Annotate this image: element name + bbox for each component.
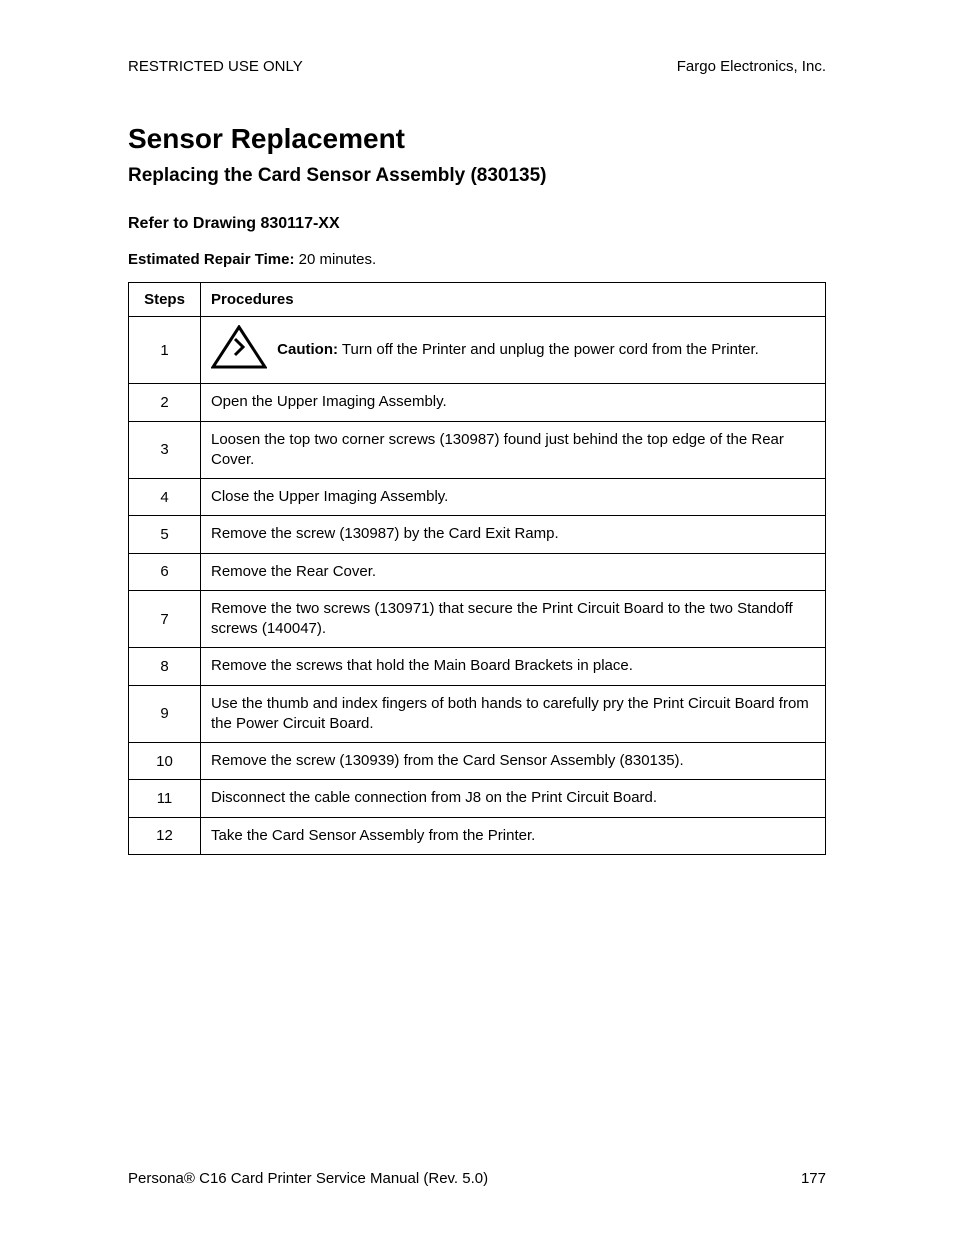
step-number: 4 xyxy=(129,479,201,516)
table-row: 5 Remove the screw (130987) by the Card … xyxy=(129,516,826,553)
table-row: 2 Open the Upper Imaging Assembly. xyxy=(129,384,826,421)
table-row: 9 Use the thumb and index fingers of bot… xyxy=(129,685,826,743)
step-number: 3 xyxy=(129,421,201,479)
page-container: RESTRICTED USE ONLY Fargo Electronics, I… xyxy=(0,0,954,855)
footer-prefix: Persona xyxy=(128,1170,184,1187)
steps-header: Steps xyxy=(129,283,201,317)
caution-icon xyxy=(211,325,267,375)
footer-suffix: C16 Card Printer Service Manual (Rev. 5.… xyxy=(195,1170,488,1187)
step-number: 12 xyxy=(129,817,201,854)
sub-title: Replacing the Card Sensor Assembly (8301… xyxy=(128,165,826,187)
table-row: 1 Caution: Turn off the Printer and unpl… xyxy=(129,317,826,384)
repair-time-value: 20 minutes. xyxy=(294,251,376,268)
table-row: 3 Loosen the top two corner screws (1309… xyxy=(129,421,826,479)
caution-text: Turn off the Printer and unplug the powe… xyxy=(338,341,759,358)
table-row: 6 Remove the Rear Cover. xyxy=(129,553,826,590)
page-header: RESTRICTED USE ONLY Fargo Electronics, I… xyxy=(128,58,826,75)
caution-label: Caution: xyxy=(277,341,338,358)
procedure-cell: Remove the two screws (130971) that secu… xyxy=(201,590,826,648)
procedure-cell: Loosen the top two corner screws (130987… xyxy=(201,421,826,479)
page-footer: Persona® C16 Card Printer Service Manual… xyxy=(128,1170,826,1187)
table-header-row: Steps Procedures xyxy=(129,283,826,317)
procedure-cell: Remove the screws that hold the Main Boa… xyxy=(201,648,826,685)
step-number: 6 xyxy=(129,553,201,590)
step-number: 11 xyxy=(129,780,201,817)
procedure-cell: Remove the screw (130939) from the Card … xyxy=(201,743,826,780)
table-row: 11 Disconnect the cable connection from … xyxy=(129,780,826,817)
table-row: 8 Remove the screws that hold the Main B… xyxy=(129,648,826,685)
header-left: RESTRICTED USE ONLY xyxy=(128,58,303,75)
table-row: 10 Remove the screw (130939) from the Ca… xyxy=(129,743,826,780)
table-row: 4 Close the Upper Imaging Assembly. xyxy=(129,479,826,516)
procedure-cell: Remove the screw (130987) by the Card Ex… xyxy=(201,516,826,553)
procedures-header: Procedures xyxy=(201,283,826,317)
step-number: 7 xyxy=(129,590,201,648)
procedure-cell: Remove the Rear Cover. xyxy=(201,553,826,590)
procedures-table: Steps Procedures 1 Caution: Turn off the… xyxy=(128,282,826,855)
main-title: Sensor Replacement xyxy=(128,123,826,155)
procedure-cell: Caution: Turn off the Printer and unplug… xyxy=(201,317,826,384)
drawing-reference: Refer to Drawing 830117-XX xyxy=(128,215,826,233)
procedure-cell: Take the Card Sensor Assembly from the P… xyxy=(201,817,826,854)
step-number: 2 xyxy=(129,384,201,421)
step-number: 1 xyxy=(129,317,201,384)
repair-time-line: Estimated Repair Time: 20 minutes. xyxy=(128,251,826,268)
page-number: 177 xyxy=(801,1170,826,1187)
procedure-cell: Close the Upper Imaging Assembly. xyxy=(201,479,826,516)
repair-time-label: Estimated Repair Time: xyxy=(128,251,294,268)
step-number: 5 xyxy=(129,516,201,553)
footer-left: Persona® C16 Card Printer Service Manual… xyxy=(128,1170,488,1187)
table-row: 7 Remove the two screws (130971) that se… xyxy=(129,590,826,648)
step-number: 10 xyxy=(129,743,201,780)
footer-reg: ® xyxy=(184,1170,195,1187)
step-number: 9 xyxy=(129,685,201,743)
procedure-cell: Use the thumb and index fingers of both … xyxy=(201,685,826,743)
procedure-cell: Disconnect the cable connection from J8 … xyxy=(201,780,826,817)
header-right: Fargo Electronics, Inc. xyxy=(677,58,826,75)
step-number: 8 xyxy=(129,648,201,685)
table-row: 12 Take the Card Sensor Assembly from th… xyxy=(129,817,826,854)
procedure-cell: Open the Upper Imaging Assembly. xyxy=(201,384,826,421)
